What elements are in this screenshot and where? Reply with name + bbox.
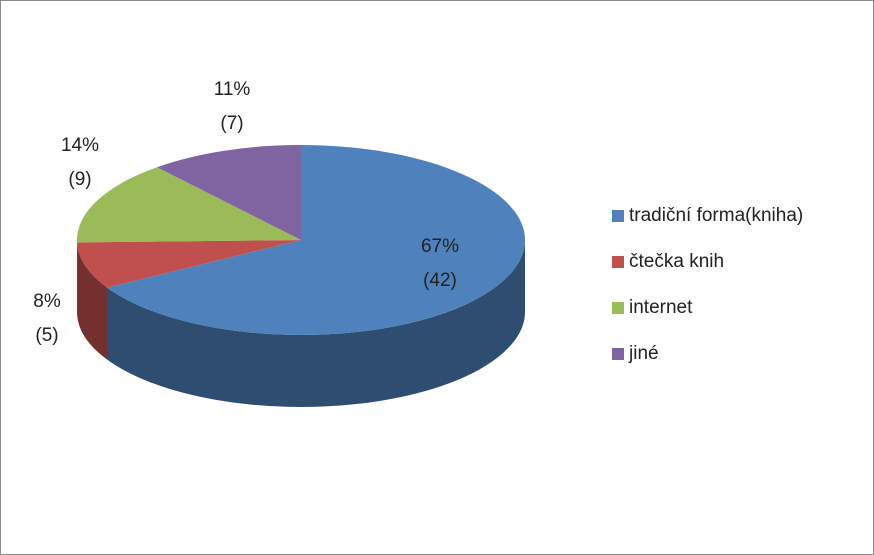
- slice-side: [107, 240, 525, 408]
- legend-label: jiné: [628, 343, 659, 364]
- legend-label: tradiční forma(kniha): [629, 205, 803, 226]
- percent-label: 14%: [61, 135, 99, 156]
- value-label: (9): [68, 169, 91, 190]
- percent-label: 67%: [421, 236, 459, 257]
- legend-swatch: [612, 302, 624, 314]
- legend-label: čtečka knih: [629, 251, 724, 272]
- slice: [157, 145, 301, 240]
- legend-swatch: [612, 210, 624, 222]
- value-label: (42): [423, 270, 457, 291]
- percent-label: 11%: [214, 79, 251, 100]
- value-label: (7): [220, 113, 243, 134]
- slice: [107, 145, 525, 335]
- legend-swatch: [612, 256, 624, 268]
- legend-label: internet: [629, 297, 693, 318]
- percent-label: 8%: [33, 291, 61, 312]
- value-label: (5): [35, 325, 58, 346]
- legend-swatch: [612, 348, 624, 360]
- slice-side: [77, 242, 108, 360]
- slice: [77, 240, 301, 288]
- slice: [77, 167, 302, 243]
